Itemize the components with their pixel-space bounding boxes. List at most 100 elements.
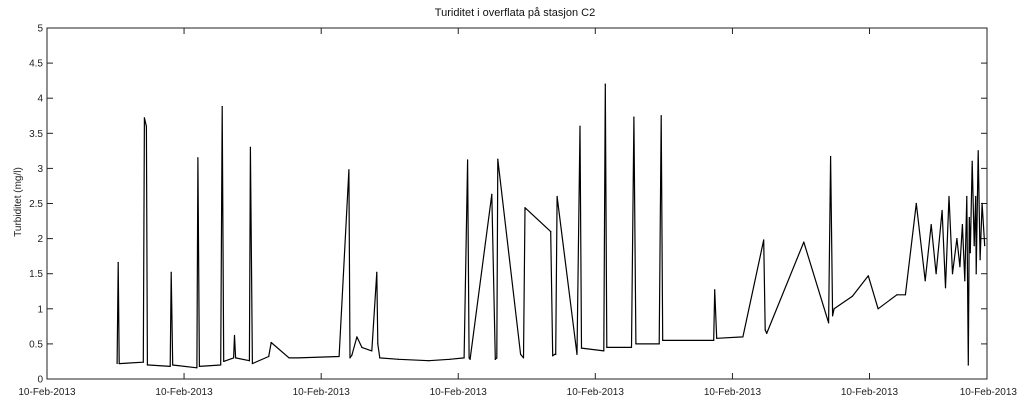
data-point	[148, 364, 150, 366]
data-point	[552, 355, 554, 357]
data-point	[221, 106, 223, 108]
data-point	[959, 266, 961, 268]
data-point	[971, 160, 973, 162]
y-tick-label: 4	[37, 94, 43, 105]
x-tick-label: 10-Feb-2013	[155, 387, 213, 398]
data-point	[969, 252, 971, 254]
data-point	[716, 337, 718, 339]
data-point	[964, 280, 966, 282]
y-tick-label: 1	[37, 304, 43, 315]
data-point	[468, 357, 470, 359]
y-tick-label: 0.5	[29, 339, 43, 350]
data-point	[984, 245, 986, 247]
x-tick-label: 10-Feb-2013	[18, 387, 76, 398]
data-point	[117, 261, 119, 264]
data-point	[494, 358, 496, 360]
data-point	[904, 294, 907, 296]
data-point	[975, 273, 977, 275]
data-point	[973, 245, 975, 247]
data-point	[896, 294, 898, 296]
data-point	[968, 216, 970, 219]
data-point	[635, 343, 637, 345]
data-point	[606, 346, 608, 349]
x-tick-label: 10-Feb-2013	[567, 387, 625, 398]
data-point	[379, 357, 381, 359]
y-tick-label: 0	[37, 375, 43, 386]
data-point	[469, 358, 471, 360]
data-point	[143, 117, 145, 119]
y-tick-label: 3.5	[29, 129, 43, 140]
data-point	[251, 362, 253, 365]
data-point	[979, 259, 981, 261]
data-point	[497, 158, 499, 160]
data-point	[297, 357, 299, 359]
data-point	[466, 159, 469, 161]
data-point	[220, 364, 222, 366]
data-point	[234, 357, 237, 359]
y-tick-label: 4.5	[29, 59, 43, 70]
data-point	[961, 223, 963, 226]
x-tick-label: 10-Feb-2013	[841, 387, 899, 398]
data-point	[658, 343, 660, 345]
data-point	[491, 193, 493, 195]
data-point	[742, 336, 744, 338]
data-point	[196, 367, 198, 369]
data-point	[270, 341, 272, 344]
data-point	[356, 336, 358, 338]
data-point	[248, 360, 250, 362]
data-point	[981, 202, 983, 205]
y-tick-label: 1.5	[29, 269, 43, 280]
data-point	[338, 355, 340, 358]
data-point	[967, 364, 969, 366]
data-point	[348, 169, 350, 171]
data-point	[633, 116, 635, 118]
x-tick-label: 10-Feb-2013	[960, 387, 1018, 398]
data-point	[935, 273, 937, 275]
data-point	[833, 308, 835, 310]
data-point	[142, 361, 144, 363]
y-axis: 0 0.5 1 1.5 2 2.5 3 3.5 4 4.5 5	[29, 24, 987, 386]
data-point	[877, 308, 879, 310]
data-point	[576, 353, 578, 356]
data-point	[975, 195, 977, 198]
data-point	[867, 275, 869, 277]
data-point	[361, 346, 363, 349]
data-point	[630, 346, 633, 349]
data-point	[118, 362, 120, 365]
data-point	[496, 357, 498, 359]
data-point	[449, 358, 451, 360]
data-point	[376, 271, 378, 273]
data-point	[966, 195, 968, 198]
data-point	[604, 83, 606, 85]
data-point	[829, 155, 832, 158]
data-point	[930, 223, 932, 226]
data-point	[603, 350, 605, 352]
data-point	[580, 347, 583, 349]
data-point	[268, 355, 270, 358]
data-point	[349, 357, 351, 359]
x-axis: 10-Feb-2013 10-Feb-2013 10-Feb-2013 10-Feb-…	[18, 28, 1017, 398]
data-point	[198, 365, 200, 367]
data-point	[428, 360, 430, 362]
data-point	[763, 239, 765, 241]
data-point	[197, 157, 199, 159]
data-point	[555, 353, 557, 356]
data-point	[924, 280, 926, 282]
data-point	[579, 125, 581, 127]
data-point	[170, 271, 172, 273]
data-point	[554, 353, 556, 356]
y-tick-label: 5	[37, 24, 43, 35]
data-point	[172, 364, 174, 366]
data-point	[662, 339, 664, 341]
series-line	[116, 83, 986, 369]
data-point	[233, 334, 236, 337]
data-point	[714, 289, 716, 291]
data-point	[288, 357, 290, 359]
data-point	[232, 357, 235, 359]
x-tick-label: 10-Feb-2013	[704, 387, 762, 398]
data-point	[371, 350, 373, 352]
data-point	[145, 125, 147, 127]
data-point	[941, 209, 943, 212]
data-point	[660, 115, 662, 117]
